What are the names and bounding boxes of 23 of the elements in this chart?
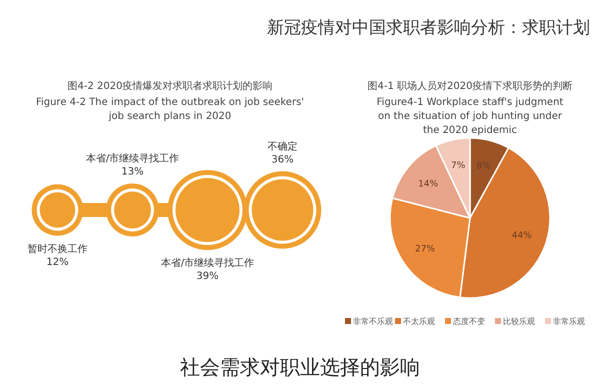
legend-label: 比较乐观 bbox=[503, 317, 535, 326]
category-label: 不确定 bbox=[268, 140, 298, 152]
data-label: 36% bbox=[271, 154, 294, 166]
data-label: 7% bbox=[450, 160, 466, 171]
data-label: 12% bbox=[46, 256, 69, 268]
data-label: 27% bbox=[415, 244, 436, 255]
text: 新冠疫情对中国求职者影响分析：求职计划 bbox=[266, 18, 590, 39]
legend-label: 非常不乐观 bbox=[353, 317, 393, 326]
legend-label: 非常乐观 bbox=[553, 317, 585, 326]
legend-label: 态度不变 bbox=[452, 317, 485, 326]
data-label: 39% bbox=[196, 271, 219, 282]
text: 图4-2 2020疫情爆发对求职者求职计划的影响 bbox=[66, 80, 274, 94]
legend-label: 不太乐观 bbox=[403, 317, 435, 326]
data-label: 14% bbox=[418, 179, 439, 190]
chart-subtitle: Figure4-1 Workplace staff's judgment on the situation of job hunting under the 2020 epidemic bbox=[376, 96, 564, 138]
data-label: 44% bbox=[512, 230, 532, 241]
text: 社会需求对职业选择的影响 bbox=[179, 355, 421, 379]
chart-title: 图4-1 职场人员对2020疫情下求职形势的判断 bbox=[366, 80, 574, 94]
text: Figure 4-2 The impact of the outbreak on job seekers' job search plans in 2020 bbox=[34, 96, 306, 124]
data-label: 13% bbox=[121, 166, 144, 178]
category-label: 暂时不换工作 bbox=[28, 242, 88, 255]
category-label: 本省/市继续寻找工作 bbox=[160, 257, 254, 269]
category-label: 本省/市继续寻找工作 bbox=[86, 152, 180, 165]
